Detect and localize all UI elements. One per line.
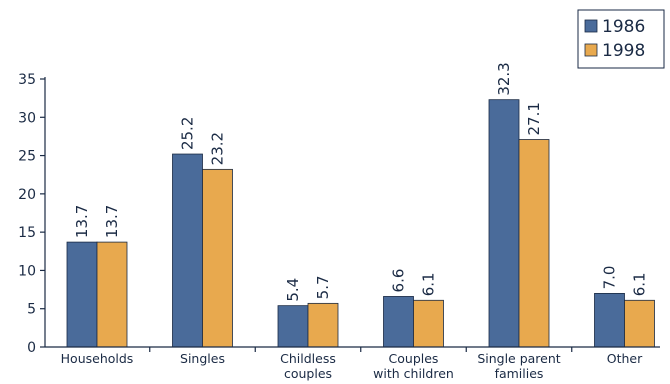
bar-1986-households [66,241,98,348]
y-tick-label: 25 [18,149,36,165]
bar-1986-single-parent-families [488,99,520,348]
data-label: 32.3 [495,62,513,95]
x-tick-label: with children [373,366,454,381]
bar-1998-households [96,241,128,348]
y-tick-label: 5 [27,302,36,318]
bar-1998-other [624,299,655,348]
data-label: 13.7 [73,205,91,238]
data-label: 6.1 [631,272,649,296]
data-label: 6.1 [420,272,438,296]
bar-1998-childless-couples [307,302,339,348]
bar-1998-singles [202,168,233,348]
legend: 1986 1998 [577,9,665,69]
y-axis: 0 5 10 15 20 25 30 35 [18,72,46,356]
y-tick-label: 0 [27,340,36,356]
data-label: 25.2 [179,117,197,150]
data-label: 13.7 [103,205,121,238]
legend-label: 1986 [602,17,645,37]
data-label: 23.2 [209,132,227,165]
y-tick-label: 20 [18,187,36,203]
bar-1986-other [594,292,625,348]
bar-1986-singles [172,153,203,348]
data-label: 5.4 [284,278,302,302]
x-tick-label: Couples [389,351,439,366]
x-tick-label: Single parent [477,351,560,366]
bar-1986-couples-with-children [383,296,414,348]
bars: 13.7 13.7 25.2 23.2 5.4 5.7 6.6 6.1 32.3 27.1 7.0 6… [66,62,655,348]
x-tick-label: Households [61,351,134,366]
bar-1986-childless-couples [277,305,309,348]
legend-label: 1998 [602,41,645,61]
x-tick-label: families [495,366,544,381]
y-tick-label: 10 [18,263,36,279]
data-label: 7.0 [601,266,619,290]
x-tick-label: couples [284,366,332,381]
bar-1998-single-parent-families [518,139,550,348]
x-tick-label: Childless [280,351,336,366]
data-label: 5.7 [314,275,332,299]
y-tick-label: 30 [18,110,36,126]
y-tick-label: 15 [18,225,36,241]
x-tick-label: Other [607,351,643,366]
data-label: 27.1 [525,102,543,135]
bar-1998-couples-with-children [413,299,444,348]
data-label: 6.6 [390,269,408,293]
x-tick-label: Singles [180,351,225,366]
legend-swatch [584,19,598,33]
legend-swatch [584,43,598,57]
y-tick-label: 35 [18,72,36,88]
